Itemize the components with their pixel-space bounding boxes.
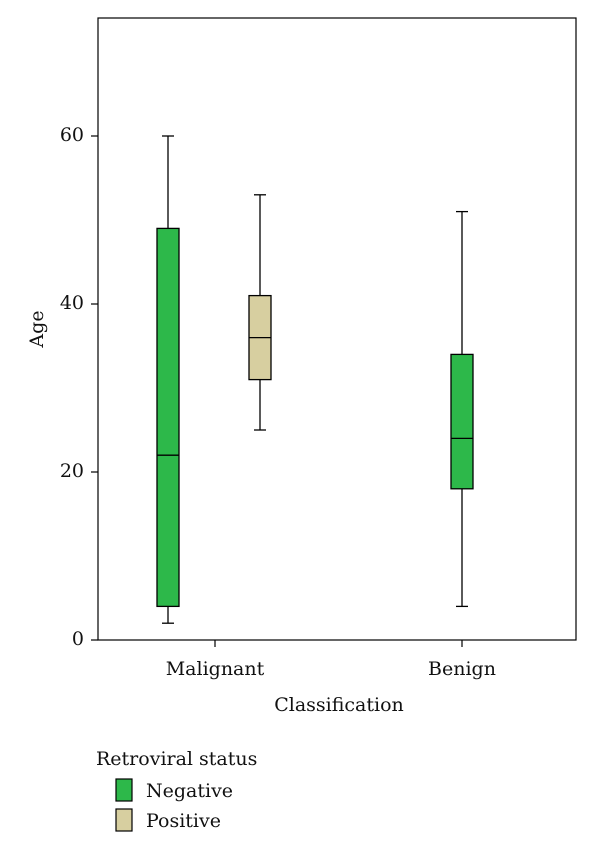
legend-label-positive: Positive: [146, 810, 221, 832]
y-tick-label: 0: [72, 628, 84, 650]
box-benign-negative: [450, 210, 474, 608]
x-axis-title: Classification: [274, 694, 404, 716]
legend-swatch-negative: [115, 778, 133, 802]
y-tick-label: 40: [60, 292, 84, 314]
iqr-box: [450, 353, 474, 490]
box-malignant-negative: [156, 135, 180, 624]
x-tick-label: Benign: [428, 658, 496, 680]
x-tick-label: Malignant: [166, 658, 265, 680]
legend-label-negative: Negative: [146, 780, 233, 802]
y-tick-label: 60: [60, 124, 84, 146]
boxes: [156, 135, 474, 624]
box-malignant-positive: [248, 194, 272, 431]
legend-title: Retroviral status: [96, 748, 257, 770]
y-tick-label: 20: [60, 460, 84, 482]
y-axis-title: Age: [26, 310, 48, 348]
plot-frame: [97, 17, 577, 641]
legend-swatch-positive: [115, 808, 133, 832]
iqr-box: [156, 227, 180, 608]
legend: Retroviral status Negative Positive: [96, 748, 257, 832]
x-axis: Malignant Benign: [166, 640, 496, 680]
y-axis: 0 20 40 60: [60, 124, 98, 650]
legend-items: Negative Positive: [115, 778, 233, 832]
